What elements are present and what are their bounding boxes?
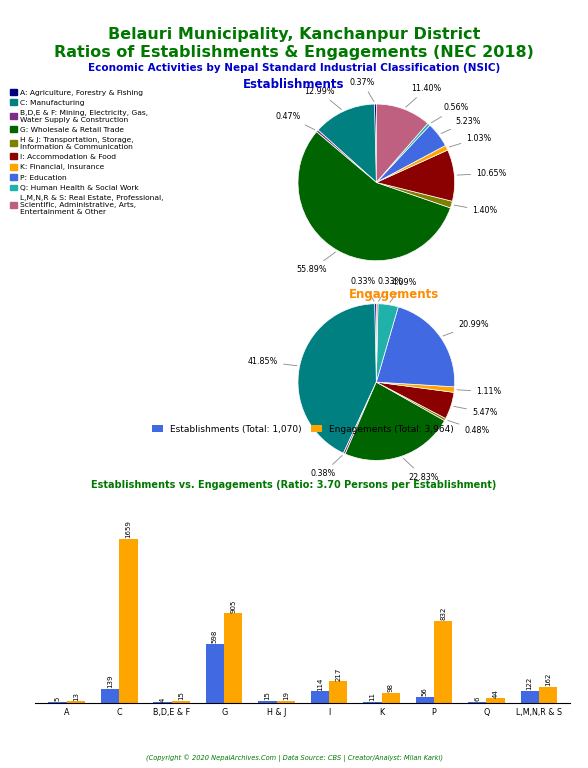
Bar: [416, 697, 434, 703]
Wedge shape: [375, 104, 376, 183]
Text: 905: 905: [230, 599, 236, 613]
Text: Ratios of Establishments & Engagements (NEC 2018): Ratios of Establishments & Engagements (…: [54, 45, 534, 60]
Text: 162: 162: [545, 673, 551, 686]
Text: 139: 139: [107, 675, 113, 688]
Bar: [258, 701, 276, 703]
Text: 0.48%: 0.48%: [447, 420, 490, 435]
Text: 217: 217: [335, 667, 341, 680]
Wedge shape: [376, 150, 455, 201]
Wedge shape: [343, 382, 376, 454]
Text: 1.03%: 1.03%: [449, 134, 492, 147]
Bar: [206, 644, 224, 703]
Text: 598: 598: [212, 630, 218, 643]
Bar: [382, 693, 400, 703]
Bar: [224, 614, 242, 703]
Wedge shape: [298, 132, 450, 260]
Wedge shape: [376, 183, 452, 208]
Text: 19: 19: [283, 691, 289, 700]
Bar: [539, 687, 557, 703]
Bar: [67, 701, 85, 703]
Text: 5: 5: [55, 697, 61, 701]
Wedge shape: [376, 303, 378, 382]
Wedge shape: [376, 382, 455, 392]
Wedge shape: [376, 125, 446, 183]
Text: 15: 15: [178, 691, 184, 700]
Text: Establishments vs. Engagements (Ratio: 3.70 Persons per Establishment): Establishments vs. Engagements (Ratio: 3…: [91, 480, 497, 490]
Text: 0.33%: 0.33%: [350, 277, 375, 301]
Text: 12.99%: 12.99%: [304, 87, 342, 110]
Text: 20.99%: 20.99%: [443, 320, 489, 336]
Bar: [276, 701, 295, 703]
Text: 11: 11: [369, 692, 375, 701]
Text: 0.37%: 0.37%: [350, 78, 375, 101]
Text: 10.65%: 10.65%: [457, 169, 506, 177]
Text: 44: 44: [493, 689, 499, 697]
Wedge shape: [376, 104, 427, 183]
Text: 56: 56: [422, 687, 428, 697]
Wedge shape: [376, 382, 446, 421]
Text: 0.47%: 0.47%: [275, 112, 315, 130]
Text: 15: 15: [265, 691, 270, 700]
Text: 0.38%: 0.38%: [310, 455, 342, 478]
Text: 4.09%: 4.09%: [390, 279, 417, 303]
Text: (Copyright © 2020 NepalArchives.Com | Data Source: CBS | Creator/Analyst: Milan : (Copyright © 2020 NepalArchives.Com | Da…: [145, 754, 443, 762]
Bar: [486, 698, 505, 703]
Bar: [363, 702, 382, 703]
Wedge shape: [345, 382, 445, 460]
Text: 4: 4: [159, 697, 165, 701]
Text: 41.85%: 41.85%: [248, 357, 297, 366]
Bar: [329, 681, 348, 703]
Text: 6: 6: [475, 697, 480, 701]
Legend: A: Agriculture, Forestry & Fishing, C: Manufacturing, B,D,E & F: Mining, Electri: A: Agriculture, Forestry & Fishing, C: M…: [9, 88, 165, 216]
Bar: [520, 690, 539, 703]
Wedge shape: [376, 145, 447, 183]
Text: 11.40%: 11.40%: [406, 84, 442, 108]
Text: 122: 122: [527, 677, 533, 690]
Text: 5.47%: 5.47%: [454, 406, 497, 417]
Wedge shape: [375, 303, 376, 382]
Wedge shape: [376, 382, 454, 419]
Text: Establishments: Establishments: [243, 78, 345, 91]
Bar: [101, 689, 119, 703]
Text: 114: 114: [317, 677, 323, 690]
Text: 0.56%: 0.56%: [431, 104, 469, 123]
Text: 1.40%: 1.40%: [454, 205, 497, 215]
Text: 5.23%: 5.23%: [441, 117, 482, 134]
Wedge shape: [376, 307, 455, 387]
Legend: Establishments (Total: 1,070), Engagements (Total: 3,964): Establishments (Total: 1,070), Engagemen…: [148, 421, 457, 437]
Bar: [434, 621, 452, 703]
Text: 1659: 1659: [125, 520, 131, 538]
Bar: [119, 539, 138, 703]
Text: Economic Activities by Nepal Standard Industrial Classification (NSIC): Economic Activities by Nepal Standard In…: [88, 63, 500, 73]
Wedge shape: [376, 304, 398, 382]
Text: 832: 832: [440, 607, 446, 620]
Wedge shape: [376, 124, 430, 183]
Text: 13: 13: [73, 692, 79, 700]
Wedge shape: [316, 130, 376, 183]
Text: 98: 98: [387, 684, 394, 692]
Text: Engagements: Engagements: [349, 288, 439, 301]
Wedge shape: [318, 104, 376, 183]
Bar: [172, 701, 190, 703]
Bar: [310, 691, 329, 703]
Text: 1.11%: 1.11%: [457, 387, 502, 396]
Text: 0.33%: 0.33%: [377, 277, 403, 301]
Text: 55.89%: 55.89%: [296, 252, 335, 274]
Text: 22.83%: 22.83%: [403, 458, 439, 482]
Wedge shape: [298, 304, 376, 453]
Text: Belauri Municipality, Kanchanpur District: Belauri Municipality, Kanchanpur Distric…: [108, 27, 480, 42]
